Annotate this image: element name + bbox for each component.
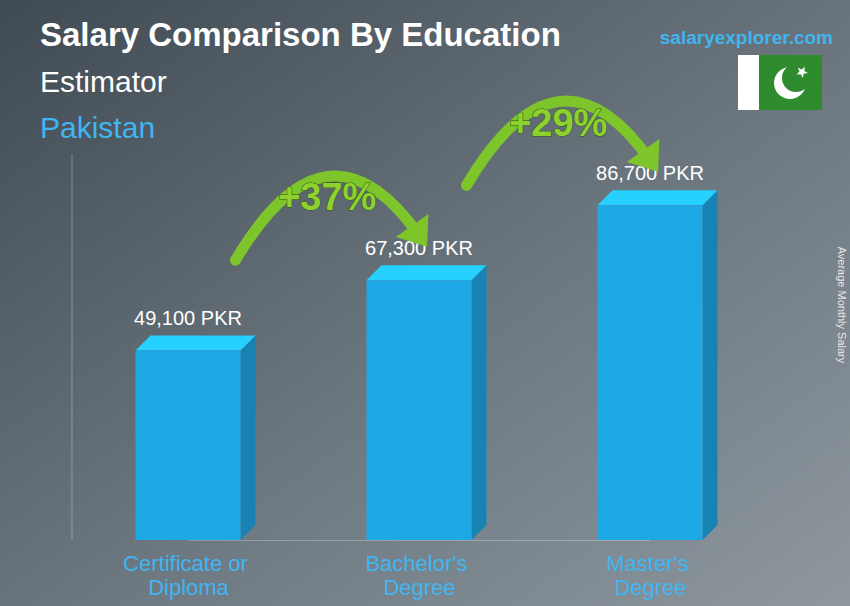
growth-arrow xyxy=(467,101,651,185)
bars xyxy=(136,190,718,540)
flag-green xyxy=(759,55,822,110)
bar-top xyxy=(598,190,718,205)
growth-arrow xyxy=(236,176,420,260)
bar xyxy=(136,350,241,540)
flag xyxy=(738,55,822,110)
bar xyxy=(367,280,472,540)
chart-container: Certificate or DiplomaBachelor's DegreeM… xyxy=(0,0,850,606)
flag-white xyxy=(738,55,759,110)
x-tick-label: Master's Degree xyxy=(606,551,695,600)
x-tick: Bachelor's Degree xyxy=(365,540,473,600)
x-tick: Master's Degree xyxy=(606,540,695,600)
title: Salary Comparison By Education xyxy=(40,16,561,53)
flag-star xyxy=(797,67,808,78)
bar-side xyxy=(703,190,718,540)
background xyxy=(0,0,850,606)
x-tick-label: Certificate or Diploma xyxy=(123,551,254,600)
bar-top xyxy=(136,335,256,350)
flag-crescent-cut xyxy=(782,64,810,92)
bar-group xyxy=(367,265,487,540)
y-axis-line xyxy=(72,154,73,540)
growth-arrow-head xyxy=(627,139,660,172)
bar-side xyxy=(472,265,487,540)
x-tick-label-line: Master's xyxy=(606,551,695,576)
data-label: 49,100 PKR xyxy=(134,307,242,329)
growth-label: +37% xyxy=(278,176,376,218)
x-axis-line xyxy=(189,540,651,541)
bar-side xyxy=(241,335,256,540)
source: salaryexplorer.com xyxy=(660,27,833,48)
x-tick: Certificate or Diploma xyxy=(123,540,254,600)
subtitle: Estimator xyxy=(40,65,167,98)
bar xyxy=(598,205,703,540)
x-tick-label-line: Diploma xyxy=(148,575,229,600)
x-tick-label-line: Degree xyxy=(614,575,686,600)
x-tick-label-line: Bachelor's xyxy=(365,551,473,576)
growth-label: +29% xyxy=(509,102,607,144)
bar-top xyxy=(367,265,487,280)
x-tick-label-line: Certificate or xyxy=(123,551,254,576)
chart-svg: Certificate or DiplomaBachelor's DegreeM… xyxy=(0,0,850,606)
x-axis: Certificate or DiplomaBachelor's DegreeM… xyxy=(123,540,695,600)
bar-group xyxy=(598,190,718,540)
x-tick-label-line: Degree xyxy=(383,575,455,600)
bar-group xyxy=(136,335,256,540)
x-tick-label: Bachelor's Degree xyxy=(365,551,473,600)
growth-arrow-head xyxy=(396,214,429,247)
y-axis-title: Average Monthly Salary xyxy=(836,247,848,364)
country: Pakistan xyxy=(40,111,155,144)
